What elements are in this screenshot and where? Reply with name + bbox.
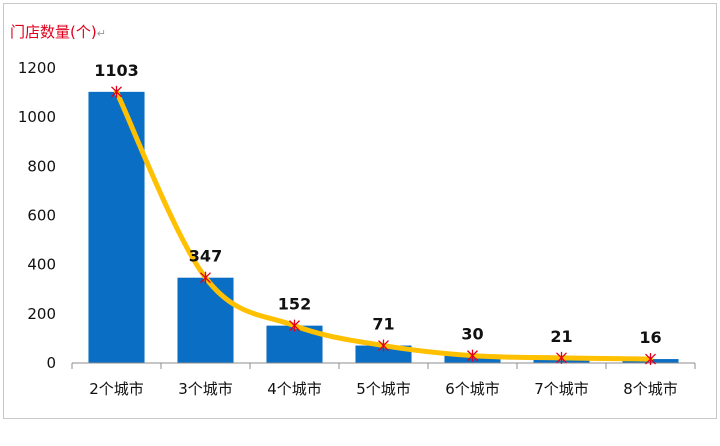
y-tick-label: 800: [27, 157, 56, 175]
trend-line-layer: [111, 85, 656, 366]
data-label: 30: [461, 325, 483, 344]
y-tick-label: 400: [27, 256, 56, 274]
data-label: 347: [189, 247, 222, 266]
bar: [177, 277, 234, 363]
category-label: 2个城市: [89, 380, 144, 398]
y-tick-label: 0: [46, 354, 56, 372]
data-label: 21: [550, 327, 572, 346]
line-marker: [467, 349, 478, 362]
x-axis-tick-marks: [71, 363, 696, 369]
category-label: 4个城市: [267, 380, 322, 398]
category-label: 8个城市: [623, 380, 678, 398]
y-tick-label: 200: [27, 305, 56, 323]
data-labels: 1103 347 152 71 30 21 16: [94, 61, 661, 347]
category-label: 7个城市: [534, 380, 589, 398]
data-label: 152: [278, 295, 311, 314]
data-label: 71: [372, 315, 394, 334]
line-marker: [645, 353, 656, 366]
data-label: 1103: [94, 61, 139, 80]
category-label: 5个城市: [356, 380, 411, 398]
data-label: 16: [639, 328, 661, 347]
line-marker: [378, 339, 389, 352]
line-marker: [111, 85, 122, 98]
line-marker: [556, 351, 567, 364]
category-labels: 2个城市 3个城市 4个城市 5个城市 6个城市 7个城市 8个城市: [89, 380, 678, 398]
y-tick-label: 1200: [18, 59, 56, 77]
category-label: 3个城市: [178, 380, 233, 398]
y-tick-label: 600: [27, 207, 56, 225]
category-label: 6个城市: [445, 380, 500, 398]
line-marker: [289, 319, 300, 332]
y-axis-ticks: 0 200 400 600 800 1000 1200: [18, 59, 56, 372]
y-unit-label: 门店数量(个)↵: [10, 23, 106, 41]
line-marker: [200, 271, 211, 284]
y-tick-label: 1000: [18, 108, 56, 126]
